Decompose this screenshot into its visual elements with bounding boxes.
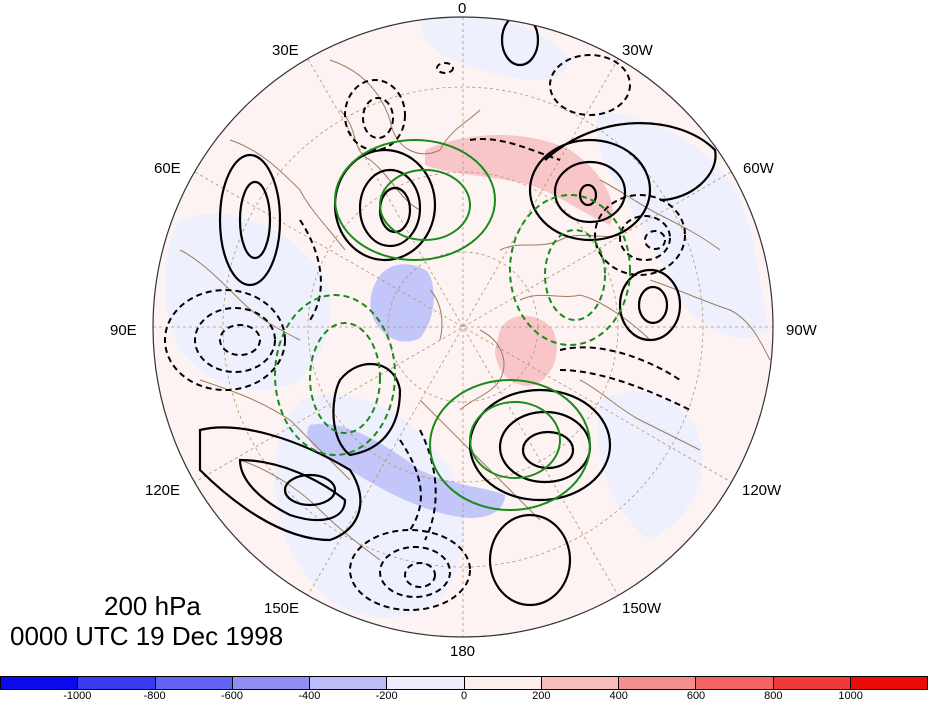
colorbar-tick-label: 200: [532, 690, 551, 702]
lon-label-90e: 90E: [110, 322, 137, 339]
colorbar-tick-label: 0: [460, 690, 468, 702]
colorbar-tick-label: 800: [764, 690, 783, 702]
lon-label-30w: 30W: [622, 42, 653, 59]
colorbar-box: [78, 676, 156, 690]
colorbar-tick-label: 400: [609, 690, 628, 702]
colorbar-box: [155, 676, 233, 690]
colorbar-box: [619, 676, 697, 690]
colorbar-tick-label: 600: [686, 690, 706, 702]
green-dashed-contours: [274, 194, 631, 456]
colorbar-box: [232, 676, 310, 690]
map-content: [153, 17, 773, 637]
colorbar-box: [464, 676, 542, 690]
lon-label-120w: 120W: [742, 482, 782, 499]
valid-time-label: 0000 UTC 19 Dec 1998: [10, 621, 284, 651]
lon-label-150w: 150W: [622, 600, 662, 617]
colorbar-tick-label: -1000: [63, 690, 92, 702]
green-contours: [334, 139, 591, 511]
pressure-level-label: 200 hPa: [104, 591, 201, 621]
colorbar-box: [696, 676, 774, 690]
colorbar-tick-label: -600: [220, 690, 244, 702]
colorbar-box: [310, 676, 388, 690]
shading-negative-scandinavia: [370, 264, 434, 342]
colorbar-tick-label: -400: [298, 690, 321, 702]
lon-label-0: 0: [458, 0, 467, 17]
colorbar-box: [850, 676, 928, 690]
colorbar: [0, 676, 928, 690]
shading-positive-canada: [495, 315, 557, 386]
map-boundary: [152, 16, 774, 638]
colorbar-tick-label: -200: [375, 690, 398, 702]
colorbar-tick-label: 1000: [838, 690, 863, 702]
dashed-contours: [164, 54, 691, 611]
lon-label-60e: 60E: [154, 160, 181, 177]
lon-label-180: 180: [450, 643, 476, 660]
colorbar-box: [0, 676, 79, 690]
colorbar-box: [387, 676, 465, 690]
colorbar-box: [541, 676, 619, 690]
lon-label-30e: 30E: [272, 42, 299, 59]
lon-label-150e: 150E: [264, 600, 300, 617]
coastlines: [179, 59, 771, 561]
lon-label-120e: 120E: [145, 482, 181, 499]
lon-label-60w: 60W: [743, 160, 774, 177]
colorbar-box: [773, 676, 851, 690]
colorbar-tick-label: -800: [143, 690, 166, 702]
lon-label-90w: 90W: [786, 322, 817, 339]
graticule: [153, 17, 773, 637]
